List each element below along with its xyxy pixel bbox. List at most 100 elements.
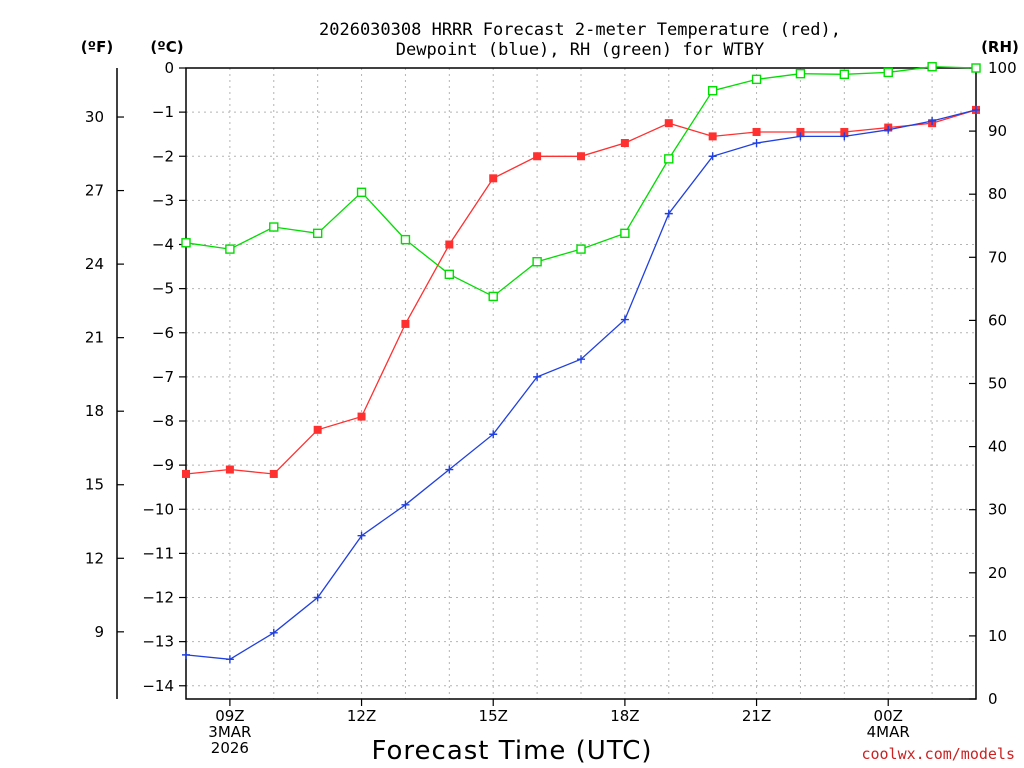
celsius-tick-label: −10 [142, 500, 174, 518]
fahrenheit-tick-label: 15 [85, 476, 104, 494]
temperature-point [577, 152, 585, 161]
rh-point [225, 244, 235, 254]
time-tick-label: 09Z [215, 707, 244, 725]
dewpoint-point [884, 125, 893, 134]
temperature-point [269, 469, 278, 478]
rh-tick-label: 70 [988, 248, 1007, 266]
temperature-point [445, 240, 454, 249]
rh-tick-label: 90 [988, 122, 1007, 140]
rh-tick-label: 80 [988, 185, 1007, 203]
rh-point [532, 257, 542, 267]
dewpoint-point [620, 315, 629, 324]
celsius-tick-label: −4 [152, 236, 174, 254]
rh-point [444, 269, 455, 280]
dewpoint-point [796, 132, 805, 141]
temperature-point [182, 469, 190, 478]
celsius-unit-label: (ºC) [150, 38, 183, 56]
rh-tick-label: 0 [988, 690, 998, 708]
dewpoint-point [401, 500, 410, 509]
chart-title-line1: 2026030308 HRRR Forecast 2-meter Tempera… [319, 20, 841, 40]
time-tick-label: 15Z [479, 707, 508, 725]
rh-tick-label: 50 [988, 375, 1007, 393]
celsius-tick-label: −9 [152, 456, 174, 474]
fahrenheit-tick-label: 24 [85, 255, 104, 273]
temperature-point [357, 412, 366, 421]
credit-text: coolwx.com/models [861, 745, 1015, 763]
series-layer [181, 62, 981, 664]
x-axis-title: Forecast Time (UTC) [371, 736, 652, 766]
rh-unit-label: (RH) [981, 38, 1019, 56]
rh-point [927, 62, 937, 72]
celsius-tick-label: 0 [164, 59, 174, 77]
time-tick-label: 2026 [211, 739, 249, 757]
celsius-axis: 0 −1 −2 −3 −4 −5 −6 −7 −8 −9 −10 −11 −12 −13 −14 [142, 59, 186, 695]
fahrenheit-unit-label: (ºF) [81, 38, 113, 56]
dewpoint-point [182, 650, 190, 659]
dewpoint-point [489, 430, 498, 439]
celsius-tick-label: −8 [152, 412, 174, 430]
dewpoint-point [533, 372, 542, 381]
time-tick-label: 4MAR [867, 723, 910, 741]
temperature-point [489, 174, 498, 183]
rh-tick-label: 20 [988, 564, 1007, 582]
grid-lines [186, 68, 976, 699]
time-tick-label: 18Z [610, 707, 639, 725]
temperature-point [752, 127, 761, 136]
dewpoint-point [357, 531, 366, 540]
fahrenheit-tick-label: 30 [85, 108, 104, 126]
rh-point [400, 234, 411, 245]
temperature-point [708, 132, 717, 141]
rh-point [707, 86, 718, 96]
dewpoint-point [664, 209, 673, 218]
rh-tick-label: 30 [988, 501, 1007, 519]
time-tick-label: 00Z [874, 707, 903, 725]
temperature-point [533, 152, 542, 161]
temperature-point [313, 425, 322, 434]
dewpoint-point [840, 132, 849, 141]
dewpoint-point [708, 152, 717, 161]
rh-point [356, 187, 367, 198]
rh-point [181, 238, 191, 248]
temperature-point [401, 319, 410, 328]
rh-point [839, 69, 850, 80]
rh-tick-label: 100 [988, 59, 1017, 77]
celsius-tick-label: −5 [152, 280, 174, 298]
celsius-tick-label: −3 [152, 191, 174, 209]
rh-point [795, 68, 806, 79]
celsius-tick-label: −7 [152, 368, 174, 386]
series-line-dewpoint [185, 109, 977, 660]
celsius-tick-label: −2 [152, 147, 174, 165]
celsius-tick-label: −13 [142, 633, 174, 651]
rh-tick-label: 10 [988, 627, 1007, 645]
rh-tick-label: 40 [988, 438, 1007, 456]
dewpoint-point [269, 628, 278, 637]
dewpoint-point [928, 116, 937, 125]
rh-point [488, 291, 498, 302]
temperature-point [796, 127, 805, 136]
rh-point [269, 222, 279, 232]
time-tick-label: 12Z [347, 707, 376, 725]
fahrenheit-tick-label: 9 [94, 623, 104, 641]
dewpoint-point [577, 355, 585, 364]
fahrenheit-tick-label: 18 [85, 402, 104, 420]
celsius-tick-label: −11 [142, 544, 174, 562]
rh-point [620, 228, 630, 239]
chart-title-line2: Dewpoint (blue), RH (green) for WTBY [396, 40, 764, 60]
rh-point [664, 154, 674, 164]
rh-point [751, 74, 762, 85]
dewpoint-point [313, 593, 322, 602]
fahrenheit-tick-label: 21 [85, 329, 104, 347]
dewpoint-point [225, 655, 234, 664]
fahrenheit-axis: 30 27 24 21 18 15 12 9 [85, 108, 124, 641]
celsius-tick-label: −1 [152, 103, 174, 121]
time-tick-label: 3MAR [208, 723, 251, 741]
celsius-tick-label: −12 [142, 589, 174, 607]
rh-point [883, 67, 893, 78]
fahrenheit-tick-label: 12 [85, 549, 104, 567]
temperature-point [664, 119, 673, 128]
celsius-tick-label: −6 [152, 324, 174, 342]
temperature-point [620, 139, 629, 148]
dewpoint-point [972, 105, 980, 114]
